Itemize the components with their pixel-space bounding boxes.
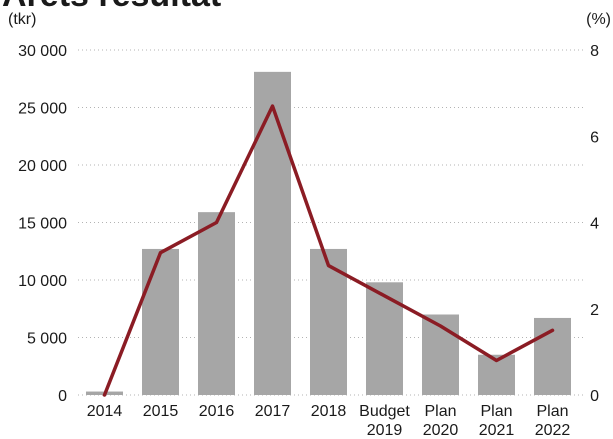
line-point-8	[551, 329, 554, 332]
bar-3	[254, 71, 291, 395]
line-point-1	[159, 251, 162, 254]
right-tick-label: 6	[590, 129, 599, 146]
right-tick-label: 2	[590, 302, 599, 319]
category-label: Plan 2021	[479, 403, 515, 439]
line-series	[102, 104, 555, 397]
left-tick-label: 0	[58, 388, 67, 405]
line-point-3	[271, 104, 274, 108]
line-point-4	[327, 264, 330, 267]
right-tick-label: 0	[590, 388, 599, 405]
left-tick-label: 10 000	[18, 273, 67, 290]
right-axis-ticks: 0 2 4 6 8	[590, 43, 599, 405]
left-tick-label: 25 000	[18, 101, 67, 118]
category-label: 2017	[255, 403, 291, 420]
category-label: 2018	[311, 403, 347, 420]
right-axis-unit: (%)	[586, 11, 611, 28]
category-labels: 2014 2015 2016 2017 2018 Budget 2019 Plan 2020 Pl…	[87, 403, 571, 439]
line-point-0	[103, 393, 106, 397]
right-tick-label: 4	[590, 216, 599, 233]
left-tick-label: 30 000	[18, 43, 67, 60]
line-point-7	[495, 359, 498, 362]
category-label: 2014	[87, 403, 123, 420]
line-point-6	[439, 324, 442, 328]
category-label: Plan 2022	[535, 403, 571, 439]
bar-1	[142, 248, 179, 395]
left-axis-ticks: 0 5 000 10 000 15 000 20 000 25 000 30 000	[18, 43, 67, 405]
left-axis-unit: (tkr)	[8, 11, 36, 28]
category-label: 2016	[199, 403, 235, 420]
chart-title: Årets resultat	[2, 0, 221, 14]
bar-5	[366, 282, 403, 395]
line-point-5	[383, 294, 386, 298]
category-label: Budget 2019	[359, 403, 410, 439]
category-label: Plan 2020	[423, 403, 459, 439]
category-label: 2015	[143, 403, 179, 420]
left-tick-label: 15 000	[18, 216, 67, 233]
left-tick-label: 20 000	[18, 158, 67, 175]
bar-series	[86, 71, 571, 395]
left-tick-label: 5 000	[27, 331, 67, 348]
bar-2	[198, 212, 235, 395]
line-point-2	[215, 221, 218, 224]
right-tick-label: 8	[590, 43, 599, 60]
